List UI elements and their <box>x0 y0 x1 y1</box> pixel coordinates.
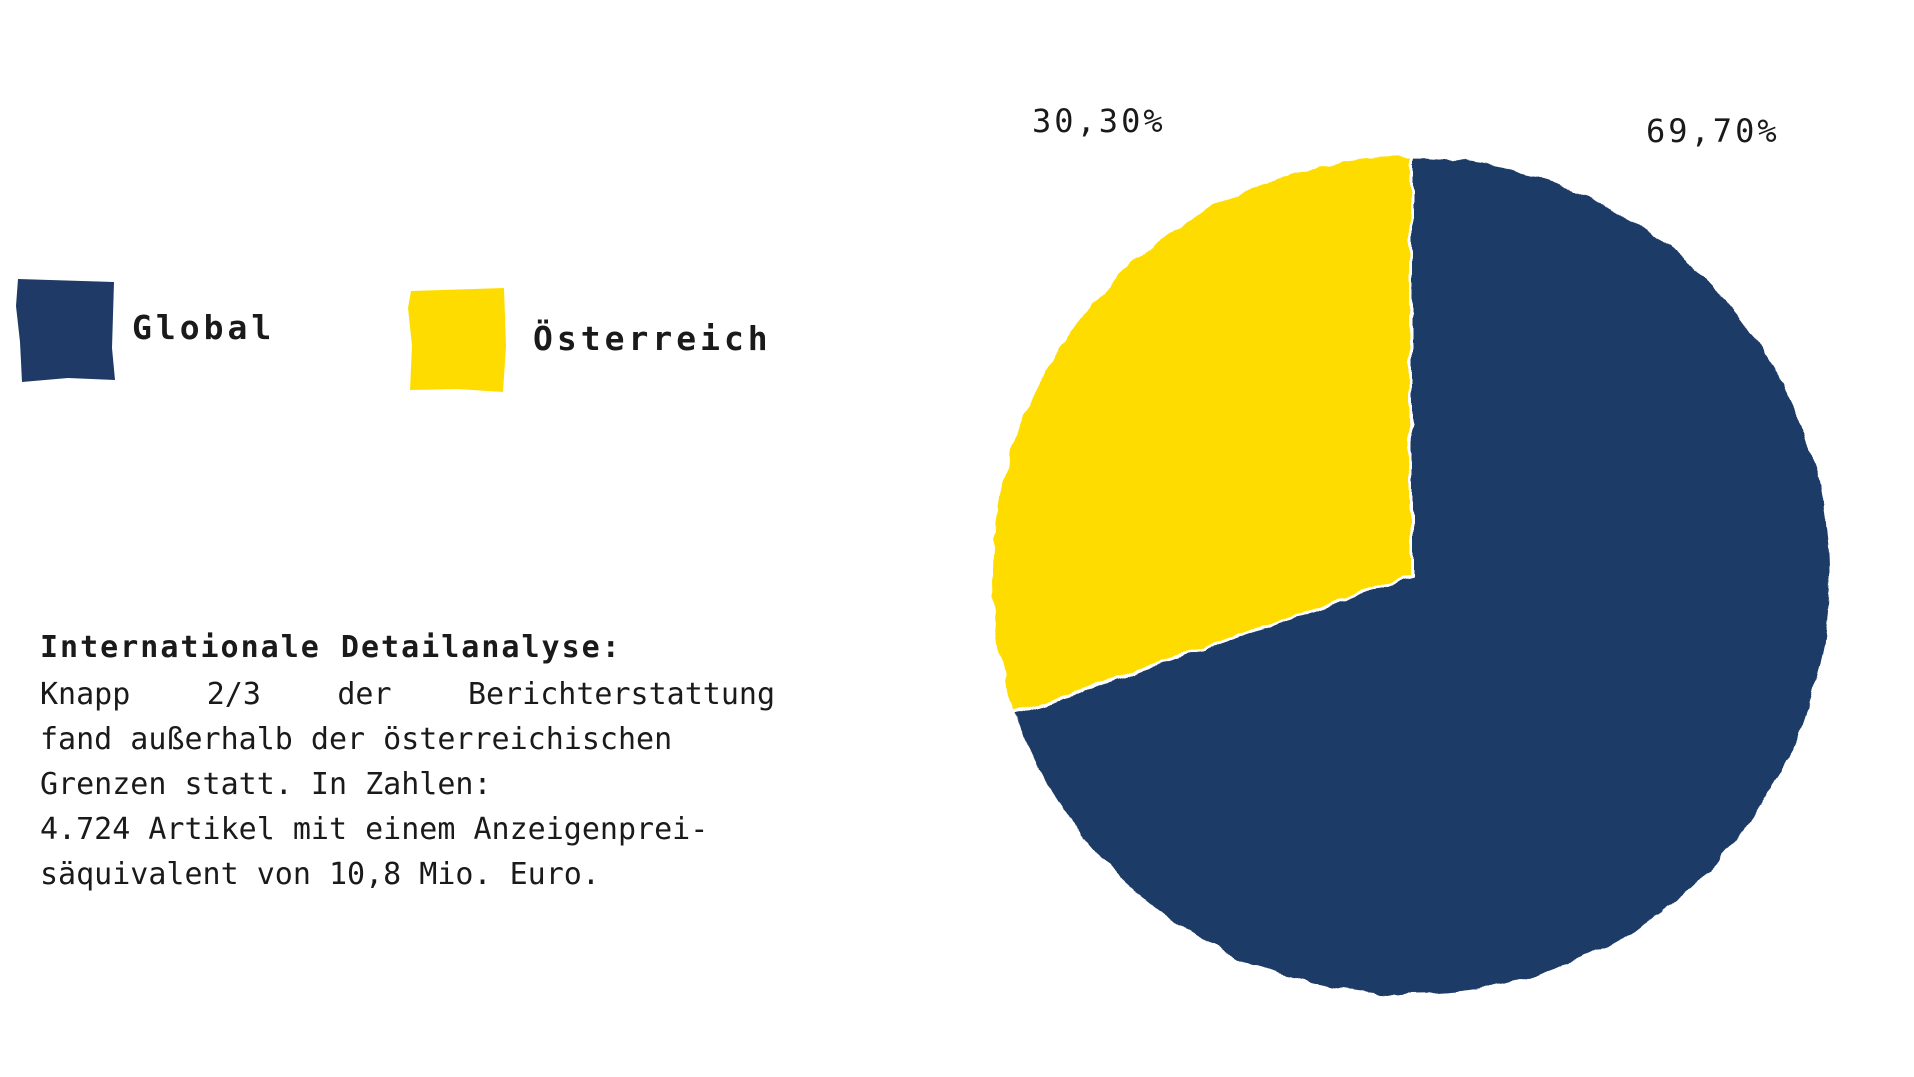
description-block: Internationale Detailanalyse: Knapp 2/3 … <box>40 624 775 897</box>
pie-slice-oesterreich <box>989 154 1413 716</box>
description-line-4: 4.724 Artikel mit einem Anzeigenprei- <box>40 812 709 847</box>
description-line-3: Grenzen statt. In Zahlen: <box>40 767 492 802</box>
description-word: Knapp <box>40 677 131 712</box>
legend-label-global: Global <box>132 307 276 347</box>
description-word: Berichterstattung <box>467 677 775 712</box>
legend-item-global: Global <box>16 276 275 384</box>
data-label-global: 69,70% <box>1646 112 1780 150</box>
description-line-1: Knapp 2/3 der Berichterstattung <box>40 672 775 717</box>
description-line-5: säquivalent von 10,8 Mio. Euro. <box>40 857 600 892</box>
legend-label-oesterreich: Österreich <box>533 318 772 358</box>
legend-item-oesterreich: Österreich <box>407 286 772 394</box>
description-word: der <box>337 677 392 712</box>
data-label-oesterreich: 30,30% <box>1032 102 1166 140</box>
description-word: 2/3 <box>206 677 261 712</box>
legend-swatch-global <box>16 279 115 382</box>
description-line-2: fand außerhalb der österreichischen <box>40 722 673 757</box>
legend-swatch-oesterreich <box>408 288 506 392</box>
pie-slice-global <box>1012 154 1833 998</box>
description-heading: Internationale Detailanalyse: <box>40 630 622 665</box>
